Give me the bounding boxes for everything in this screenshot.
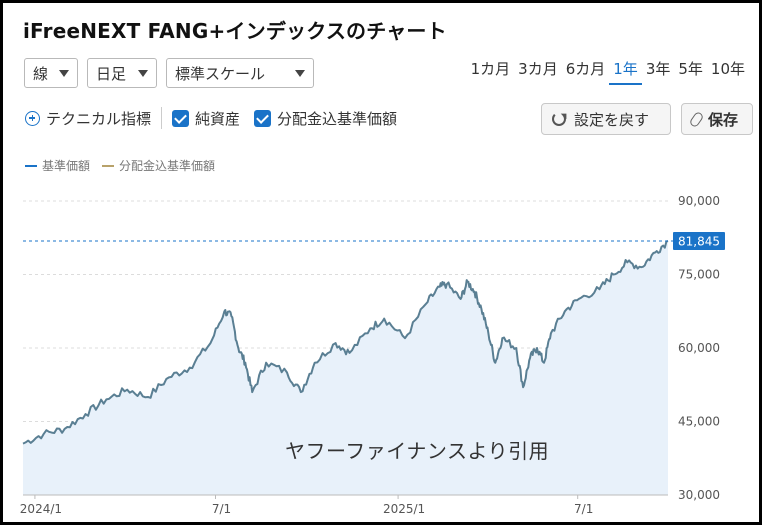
- legend-item-1: 分配金込基準価額: [102, 157, 215, 174]
- y-tick-label: 30,000: [678, 488, 720, 502]
- interval-select[interactable]: 日足: [87, 58, 157, 88]
- scale-value: 標準スケール: [175, 64, 266, 83]
- checkbox-checked-icon[interactable]: [254, 109, 272, 127]
- period-tab-1[interactable]: 3カ月: [518, 60, 558, 78]
- interval-value: 日足: [96, 64, 127, 83]
- price-area: [23, 241, 668, 495]
- checkbox-checked-icon[interactable]: [172, 109, 190, 127]
- dividend-label: 分配金込基準価額: [277, 109, 398, 128]
- save-button[interactable]: 保存: [681, 103, 753, 135]
- legend-label: 分配金込基準価額: [119, 159, 216, 173]
- indicator-toolbar: テクニカル指標 純資産 分配金込基準価額: [25, 107, 411, 129]
- y-tick-label: 60,000: [678, 341, 720, 355]
- chevron-down-icon: [59, 70, 69, 77]
- y-tick-label: 45,000: [678, 415, 720, 429]
- period-tab-2[interactable]: 6カ月: [565, 60, 606, 78]
- legend-swatch: [25, 164, 37, 167]
- paperclip-icon: [688, 110, 705, 128]
- add-circle-icon[interactable]: [25, 110, 40, 126]
- last-value-label: 81,845: [678, 234, 720, 248]
- chevron-down-icon: [138, 70, 148, 77]
- period-tab-5[interactable]: 5年: [678, 60, 703, 78]
- chart-legend: 基準価額 分配金込基準価額: [25, 157, 227, 174]
- price-chart: 90,000 75,000 60,000 45,000 30,000 81,845 2024…: [20, 194, 725, 516]
- price-line: [22, 240, 669, 445]
- period-tab-3[interactable]: 1年: [609, 59, 642, 85]
- watermark-text: ヤフーファイナンスより引用: [285, 439, 550, 463]
- technical-indicator-link[interactable]: テクニカル指標: [46, 109, 152, 128]
- reload-icon: [552, 112, 566, 126]
- y-tick-label: 90,000: [678, 194, 720, 208]
- period-tabs: 1カ月 3カ月 6カ月 1年 3年 5年 10年: [467, 59, 749, 85]
- save-label: 保存: [708, 110, 739, 129]
- legend-item-0: 基準価額: [25, 157, 90, 174]
- x-tick-label: 2024/1: [20, 502, 62, 516]
- scale-select[interactable]: 標準スケール: [166, 58, 314, 88]
- net-assets-label: 純資産: [195, 109, 241, 128]
- legend-label: 基準価額: [42, 159, 91, 173]
- x-tick-label: 2025/1: [383, 502, 425, 516]
- net-assets-checkbox[interactable]: 純資産: [172, 108, 240, 129]
- reset-settings-label: 設定を戻す: [574, 110, 650, 129]
- period-tab-6[interactable]: 10年: [710, 60, 745, 78]
- reset-settings-button[interactable]: 設定を戻す: [541, 103, 671, 135]
- legend-swatch: [102, 164, 115, 167]
- x-tick-label: 7/1: [574, 502, 593, 516]
- chevron-down-icon: [295, 70, 305, 77]
- divider: [161, 107, 163, 129]
- x-tick-label: 7/1: [212, 502, 231, 516]
- chart-type-value: 線: [33, 64, 49, 83]
- y-tick-label: 75,000: [678, 268, 720, 282]
- page-title: iFreeNEXT FANG+インデックスのチャート: [23, 19, 447, 43]
- chart-type-select[interactable]: 線: [24, 58, 78, 88]
- dividend-checkbox[interactable]: 分配金込基準価額: [254, 108, 397, 129]
- period-tab-4[interactable]: 3年: [645, 60, 671, 78]
- last-value-badge: [673, 231, 725, 250]
- period-tab-0[interactable]: 1カ月: [470, 60, 511, 78]
